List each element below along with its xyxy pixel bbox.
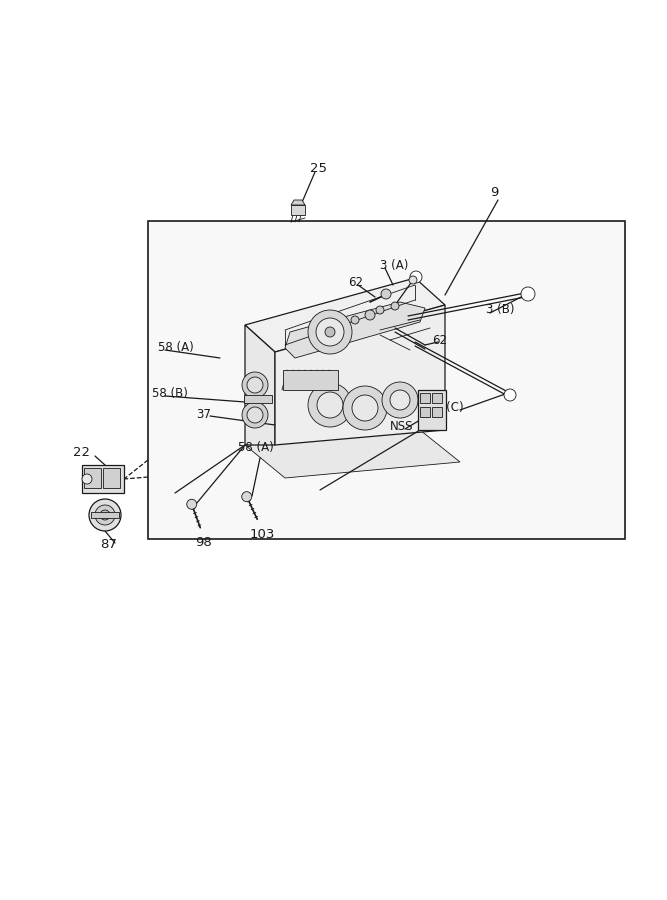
Bar	[291, 205, 305, 215]
Circle shape	[100, 510, 110, 520]
Circle shape	[504, 389, 516, 401]
Polygon shape	[245, 278, 445, 352]
Text: 98: 98	[195, 536, 211, 550]
Bar	[283, 370, 338, 390]
Circle shape	[89, 499, 121, 531]
Polygon shape	[285, 302, 425, 358]
Circle shape	[376, 306, 384, 314]
Bar	[82, 465, 124, 493]
Polygon shape	[291, 200, 305, 205]
Bar	[432, 393, 442, 403]
Text: NSS: NSS	[390, 420, 414, 434]
Circle shape	[242, 402, 268, 428]
Circle shape	[308, 310, 352, 354]
Circle shape	[351, 316, 359, 324]
Circle shape	[317, 392, 343, 418]
Circle shape	[391, 302, 399, 310]
Circle shape	[410, 271, 422, 283]
Text: 87: 87	[100, 538, 117, 552]
Circle shape	[241, 491, 251, 501]
Text: 3 (C): 3 (C)	[435, 401, 464, 415]
Text: 103: 103	[250, 528, 275, 542]
Bar	[420, 407, 430, 417]
Text: 9: 9	[490, 186, 498, 200]
Circle shape	[187, 500, 197, 509]
Circle shape	[521, 287, 535, 301]
Text: 22: 22	[73, 446, 90, 460]
Circle shape	[382, 382, 418, 418]
Circle shape	[352, 395, 378, 421]
Text: 25: 25	[310, 161, 327, 175]
Text: 3 (B): 3 (B)	[486, 303, 514, 317]
Circle shape	[325, 327, 335, 337]
Text: 58 (A): 58 (A)	[238, 440, 273, 454]
Text: 58 (A): 58 (A)	[158, 341, 193, 355]
Circle shape	[409, 276, 417, 284]
Circle shape	[365, 310, 375, 320]
Bar	[420, 393, 430, 403]
Text: 62: 62	[348, 276, 363, 290]
Bar	[244, 395, 272, 403]
Circle shape	[95, 505, 115, 525]
Text: 3 (A): 3 (A)	[380, 258, 408, 272]
Text: 37: 37	[196, 408, 211, 420]
Circle shape	[308, 383, 352, 427]
Bar	[91, 512, 119, 518]
Circle shape	[316, 318, 344, 346]
Text: 62: 62	[432, 334, 447, 346]
Circle shape	[247, 377, 263, 393]
Polygon shape	[245, 430, 460, 478]
Polygon shape	[275, 305, 445, 445]
Bar	[418, 390, 446, 430]
Bar	[103, 468, 120, 488]
Bar	[432, 407, 442, 417]
Circle shape	[343, 386, 387, 430]
Circle shape	[82, 474, 92, 484]
Circle shape	[381, 289, 391, 299]
Bar	[84, 468, 101, 488]
Circle shape	[242, 372, 268, 398]
Text: 58 (B): 58 (B)	[152, 388, 188, 400]
Circle shape	[247, 407, 263, 423]
Circle shape	[390, 390, 410, 410]
Bar	[148, 221, 625, 539]
Polygon shape	[245, 325, 275, 445]
